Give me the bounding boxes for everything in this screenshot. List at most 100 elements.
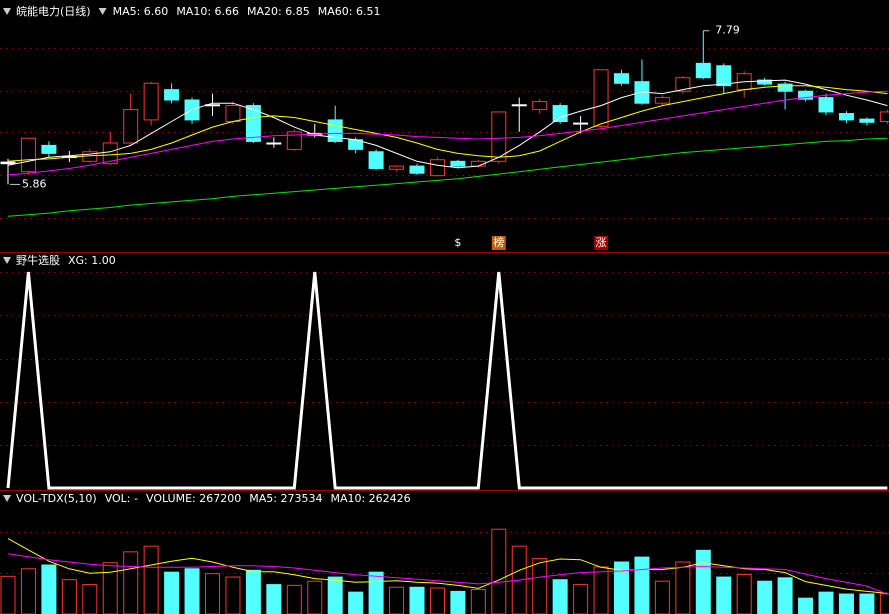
candle-body — [675, 77, 691, 92]
volume-bar — [634, 556, 650, 614]
volume-bar — [368, 571, 384, 614]
volume-bar — [245, 569, 261, 614]
volume-bar — [838, 593, 854, 614]
candle-body — [164, 89, 180, 101]
candle-body — [41, 144, 57, 154]
candle-body — [450, 160, 466, 167]
volume-bar — [736, 573, 752, 614]
candle-body — [491, 111, 507, 162]
volume-bar — [716, 576, 732, 614]
legend-entry: VOL: - — [105, 492, 138, 505]
volume-bar — [327, 576, 343, 614]
series-line — [7, 85, 888, 162]
candle-body — [859, 118, 875, 123]
high-label: 7.79 — [715, 24, 740, 37]
candle-body — [511, 104, 527, 107]
candle-body — [123, 109, 139, 144]
volume-bar — [777, 577, 793, 614]
candle-body — [879, 111, 889, 122]
volume-bar — [532, 558, 548, 614]
candle-body — [266, 142, 282, 145]
volume-bar — [450, 590, 466, 614]
signal-label: 涨 — [596, 236, 607, 249]
volume-bar — [675, 561, 691, 614]
volume-bar — [0, 575, 16, 614]
candle-body — [838, 113, 854, 121]
candle-body — [0, 161, 16, 165]
candle-body — [654, 97, 670, 104]
volume-bar — [205, 573, 220, 614]
volume-bar — [470, 589, 486, 614]
volume-bar — [41, 564, 57, 614]
candle-body — [389, 165, 405, 170]
candle-body — [429, 159, 445, 177]
legend-entry: MA5: 273534 — [249, 492, 322, 505]
candle-body — [757, 79, 773, 85]
series-line — [7, 79, 888, 169]
volume-bar — [164, 571, 180, 614]
legend-entry: MA10: 262426 — [330, 492, 410, 505]
candle-body — [368, 151, 384, 169]
volume-bar — [552, 579, 568, 614]
candle-body — [552, 105, 568, 122]
signal-label: 榜 — [493, 235, 504, 249]
volume-bar — [879, 593, 889, 614]
series-line — [7, 538, 888, 594]
candle-body — [614, 73, 629, 84]
volume-bar — [307, 580, 323, 614]
signal-badge — [594, 236, 609, 250]
volume-bar — [225, 576, 241, 614]
panel-menu-icon — [3, 495, 11, 502]
volume-bar — [654, 580, 670, 614]
volume-bar — [859, 593, 875, 614]
volume-bar — [123, 551, 139, 614]
candle-body — [573, 122, 589, 125]
volume-bar — [818, 591, 834, 614]
volume-bar — [20, 568, 36, 614]
candle-body — [225, 105, 241, 122]
legend-entry: MA10: 6.66 — [176, 5, 239, 18]
candle-body — [532, 101, 548, 111]
signal-badge — [491, 236, 506, 250]
legend-entry: VOLUME: 267200 — [146, 492, 241, 505]
candle-body — [798, 90, 814, 100]
panel-title: 皖能电力(日线) — [16, 4, 91, 18]
candle-body — [286, 131, 302, 150]
candle-body — [102, 142, 118, 165]
volume-bar — [593, 566, 609, 614]
candle-body — [818, 97, 834, 113]
volume-bar — [82, 584, 98, 614]
low-label: 5.86 — [22, 177, 47, 190]
volume-bar — [184, 568, 200, 614]
candle-body — [716, 65, 732, 87]
candle-body — [777, 83, 793, 92]
volume-bar — [348, 591, 364, 614]
volume-bar — [409, 586, 425, 614]
volume-bar — [798, 597, 814, 614]
volume-bar — [143, 545, 159, 614]
signal-label: $ — [454, 236, 461, 249]
legend-menu-icon — [98, 8, 107, 15]
candle-body — [593, 69, 609, 127]
candle-body — [20, 137, 36, 173]
candle-body — [245, 105, 261, 142]
volume-bar — [61, 579, 77, 614]
series-line — [6, 271, 888, 490]
panel-menu-icon — [3, 8, 11, 15]
legend-entry: MA5: 6.60 — [113, 5, 169, 18]
volume-bar — [102, 562, 118, 614]
volume-bar — [286, 584, 302, 614]
volume-bar — [389, 586, 405, 614]
legend-entry: MA20: 6.85 — [247, 5, 310, 18]
series-line — [7, 90, 888, 176]
legend-entry: MA60: 6.51 — [318, 5, 381, 18]
legend-entry: XG: 1.00 — [68, 254, 116, 267]
panel-title: 野牛选股 — [16, 253, 60, 267]
volume-bar — [491, 528, 507, 614]
volume-bar — [573, 584, 589, 614]
volume-bar — [614, 561, 629, 614]
volume-bar — [757, 580, 773, 614]
candle-body — [695, 62, 711, 79]
series-line — [7, 553, 888, 595]
